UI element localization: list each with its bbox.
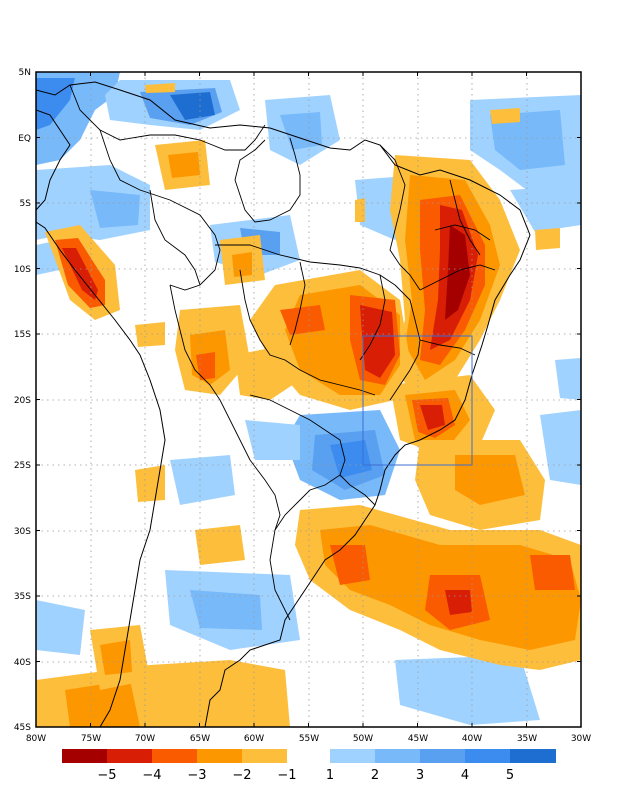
negative-anomaly-areas (36, 83, 581, 727)
colorbar-swatch-neg1 (242, 749, 287, 763)
lat-label-25s: 25S (14, 461, 31, 471)
colorbar-label-pos5: 5 (506, 768, 514, 783)
coastlines (36, 81, 531, 727)
lat-label-5n: 5N (19, 68, 31, 78)
tick-marks (35, 71, 582, 728)
colorbar: −5 −4 −3 −2 −1 1 2 3 4 5 (62, 749, 556, 783)
colorbar-swatch-neg3 (152, 749, 197, 763)
colorbar-label-pos2: 2 (371, 768, 379, 783)
study-region-box (362, 335, 473, 466)
lon-label-45w: 45W (408, 734, 428, 744)
lon-label-60w: 60W (244, 734, 264, 744)
lon-label-80w: 80W (26, 734, 46, 744)
colorbar-label-pos1: 1 (326, 768, 334, 783)
colorbar-label-pos4: 4 (461, 768, 469, 783)
lon-label-35w: 35W (517, 734, 537, 744)
colorbar-swatch-pos5 (510, 749, 556, 763)
lat-label-10s: 10S (14, 265, 31, 275)
country-borders (69, 84, 496, 621)
colorbar-swatch-neg4 (107, 749, 152, 763)
lon-label-70w: 70W (135, 734, 155, 744)
lon-label-50w: 50W (353, 734, 373, 744)
lat-label-35s: 35S (14, 592, 31, 602)
colorbar-swatch-neg2 (197, 749, 242, 763)
latitude-labels: 5N EQ 5S 10S 15S 20S 25S 30S 35S 40S 45S (14, 68, 31, 733)
colorbar-label-neg3: −3 (187, 768, 206, 783)
lat-label-30s: 30S (14, 527, 31, 537)
colorbar-swatch-pos3 (420, 749, 465, 763)
longitude-labels: 80W 75W 70W 65W 60W 55W 50W 45W 40W 35W … (26, 734, 591, 744)
lat-label-5s: 5S (20, 199, 32, 209)
lon-label-55w: 55W (299, 734, 319, 744)
lon-label-40w: 40W (462, 734, 482, 744)
colorbar-swatch-pos4 (465, 749, 510, 763)
lon-label-30w: 30W (571, 734, 591, 744)
lat-label-20s: 20S (14, 396, 31, 406)
colorbar-swatch-pos1 (330, 749, 375, 763)
colorbar-label-neg1: −1 (277, 768, 296, 783)
colorbar-label-neg2: −2 (232, 768, 251, 783)
lon-label-65w: 65W (190, 734, 210, 744)
lat-label-40s: 40S (14, 658, 31, 668)
colorbar-label-neg5: −5 (97, 768, 116, 783)
colorbar-label-pos3: 3 (416, 768, 424, 783)
colorbar-swatch-pos2 (375, 749, 420, 763)
lon-label-75w: 75W (81, 734, 101, 744)
lat-label-eq: EQ (18, 134, 31, 144)
colorbar-swatch-neg5 (62, 749, 107, 763)
colorbar-label-neg4: −4 (142, 768, 161, 783)
lat-label-45s: 45S (14, 723, 31, 733)
lat-label-15s: 15S (14, 330, 31, 340)
anomaly-field (36, 72, 581, 727)
graticule (36, 72, 581, 727)
